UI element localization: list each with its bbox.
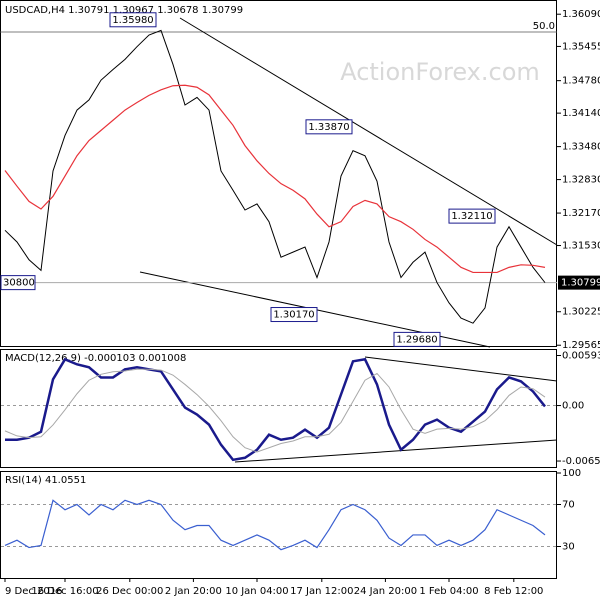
x-tick-label: 17 Jan 12:00 [290,586,353,597]
y-tick-label: 0.00593 [562,350,600,361]
y-tick-label: 100 [562,468,581,479]
hline-label: 30800 [3,278,35,289]
x-tick-label: 8 Feb 12:00 [484,586,543,597]
last-price-box [558,275,600,290]
rsi-frame [0,471,557,579]
annotation-box [393,331,441,347]
trend-line [364,356,558,382]
chart-title: RSI(14) 41.0551 [5,475,86,486]
series-line [4,29,546,324]
series-line [4,368,546,453]
annotation-box [109,12,157,28]
price-frame [0,0,557,347]
y-tick-label: 1.34140 [562,108,600,119]
y-tick-label: 1.34780 [562,76,600,87]
x-tick-label: 9 Dec 2016 [5,586,63,597]
annotation-label: 1.32110 [451,211,492,222]
y-tick-label: 1.33480 [562,142,600,153]
y-tick-label: -0.006575 [562,456,600,467]
chart-title: USDCAD,H4 1.30791 1.30967 1.30678 1.3079… [5,5,243,16]
annotation-box [270,307,318,323]
x-tick-label: 1 Feb 04:00 [419,586,478,597]
chart-title: MACD(12,26,9) -0.000103 0.001008 [5,353,186,364]
y-tick-label: 1.31530 [562,241,600,252]
x-tick-label: 2 Jan 20:00 [165,586,222,597]
y-tick-label: 1.32170 [562,208,600,219]
y-tick-label: 0.00 [562,401,584,412]
annotation-label: 1.30170 [273,310,314,321]
watermark: ActionForex.com [340,58,540,86]
x-tick-label: 24 Jan 20:00 [354,586,417,597]
x-tick-label: 10 Jan 04:00 [225,586,288,597]
x-tick-label: 16 Dec 16:00 [31,586,98,597]
annotation-label: 1.33870 [308,122,349,133]
y-tick-label: 1.35455 [562,41,600,52]
annotation-box [448,208,496,224]
y-tick-label: 70 [562,500,575,511]
series-line [4,84,546,274]
y-tick-label: 1.36090 [562,9,600,20]
trend-line [179,17,558,246]
annotation-label: 1.35980 [112,15,153,26]
trend-line [234,439,558,463]
macd-frame [0,349,557,468]
series-line [5,357,546,462]
series-line [4,499,546,551]
y-tick-label: 30 [562,542,575,553]
last-price-label: 1.30799 [561,278,600,289]
x-tick-label: 26 Dec 00:00 [96,586,163,597]
annotation-label: 1.29680 [396,334,437,345]
annotation-box [305,119,353,135]
fib-label: 50.0 [533,21,555,32]
y-tick-label: 1.30225 [562,307,600,318]
y-tick-label: 1.32830 [562,175,600,186]
y-tick-label: 1.29565 [562,340,600,351]
hline-box [0,275,36,291]
